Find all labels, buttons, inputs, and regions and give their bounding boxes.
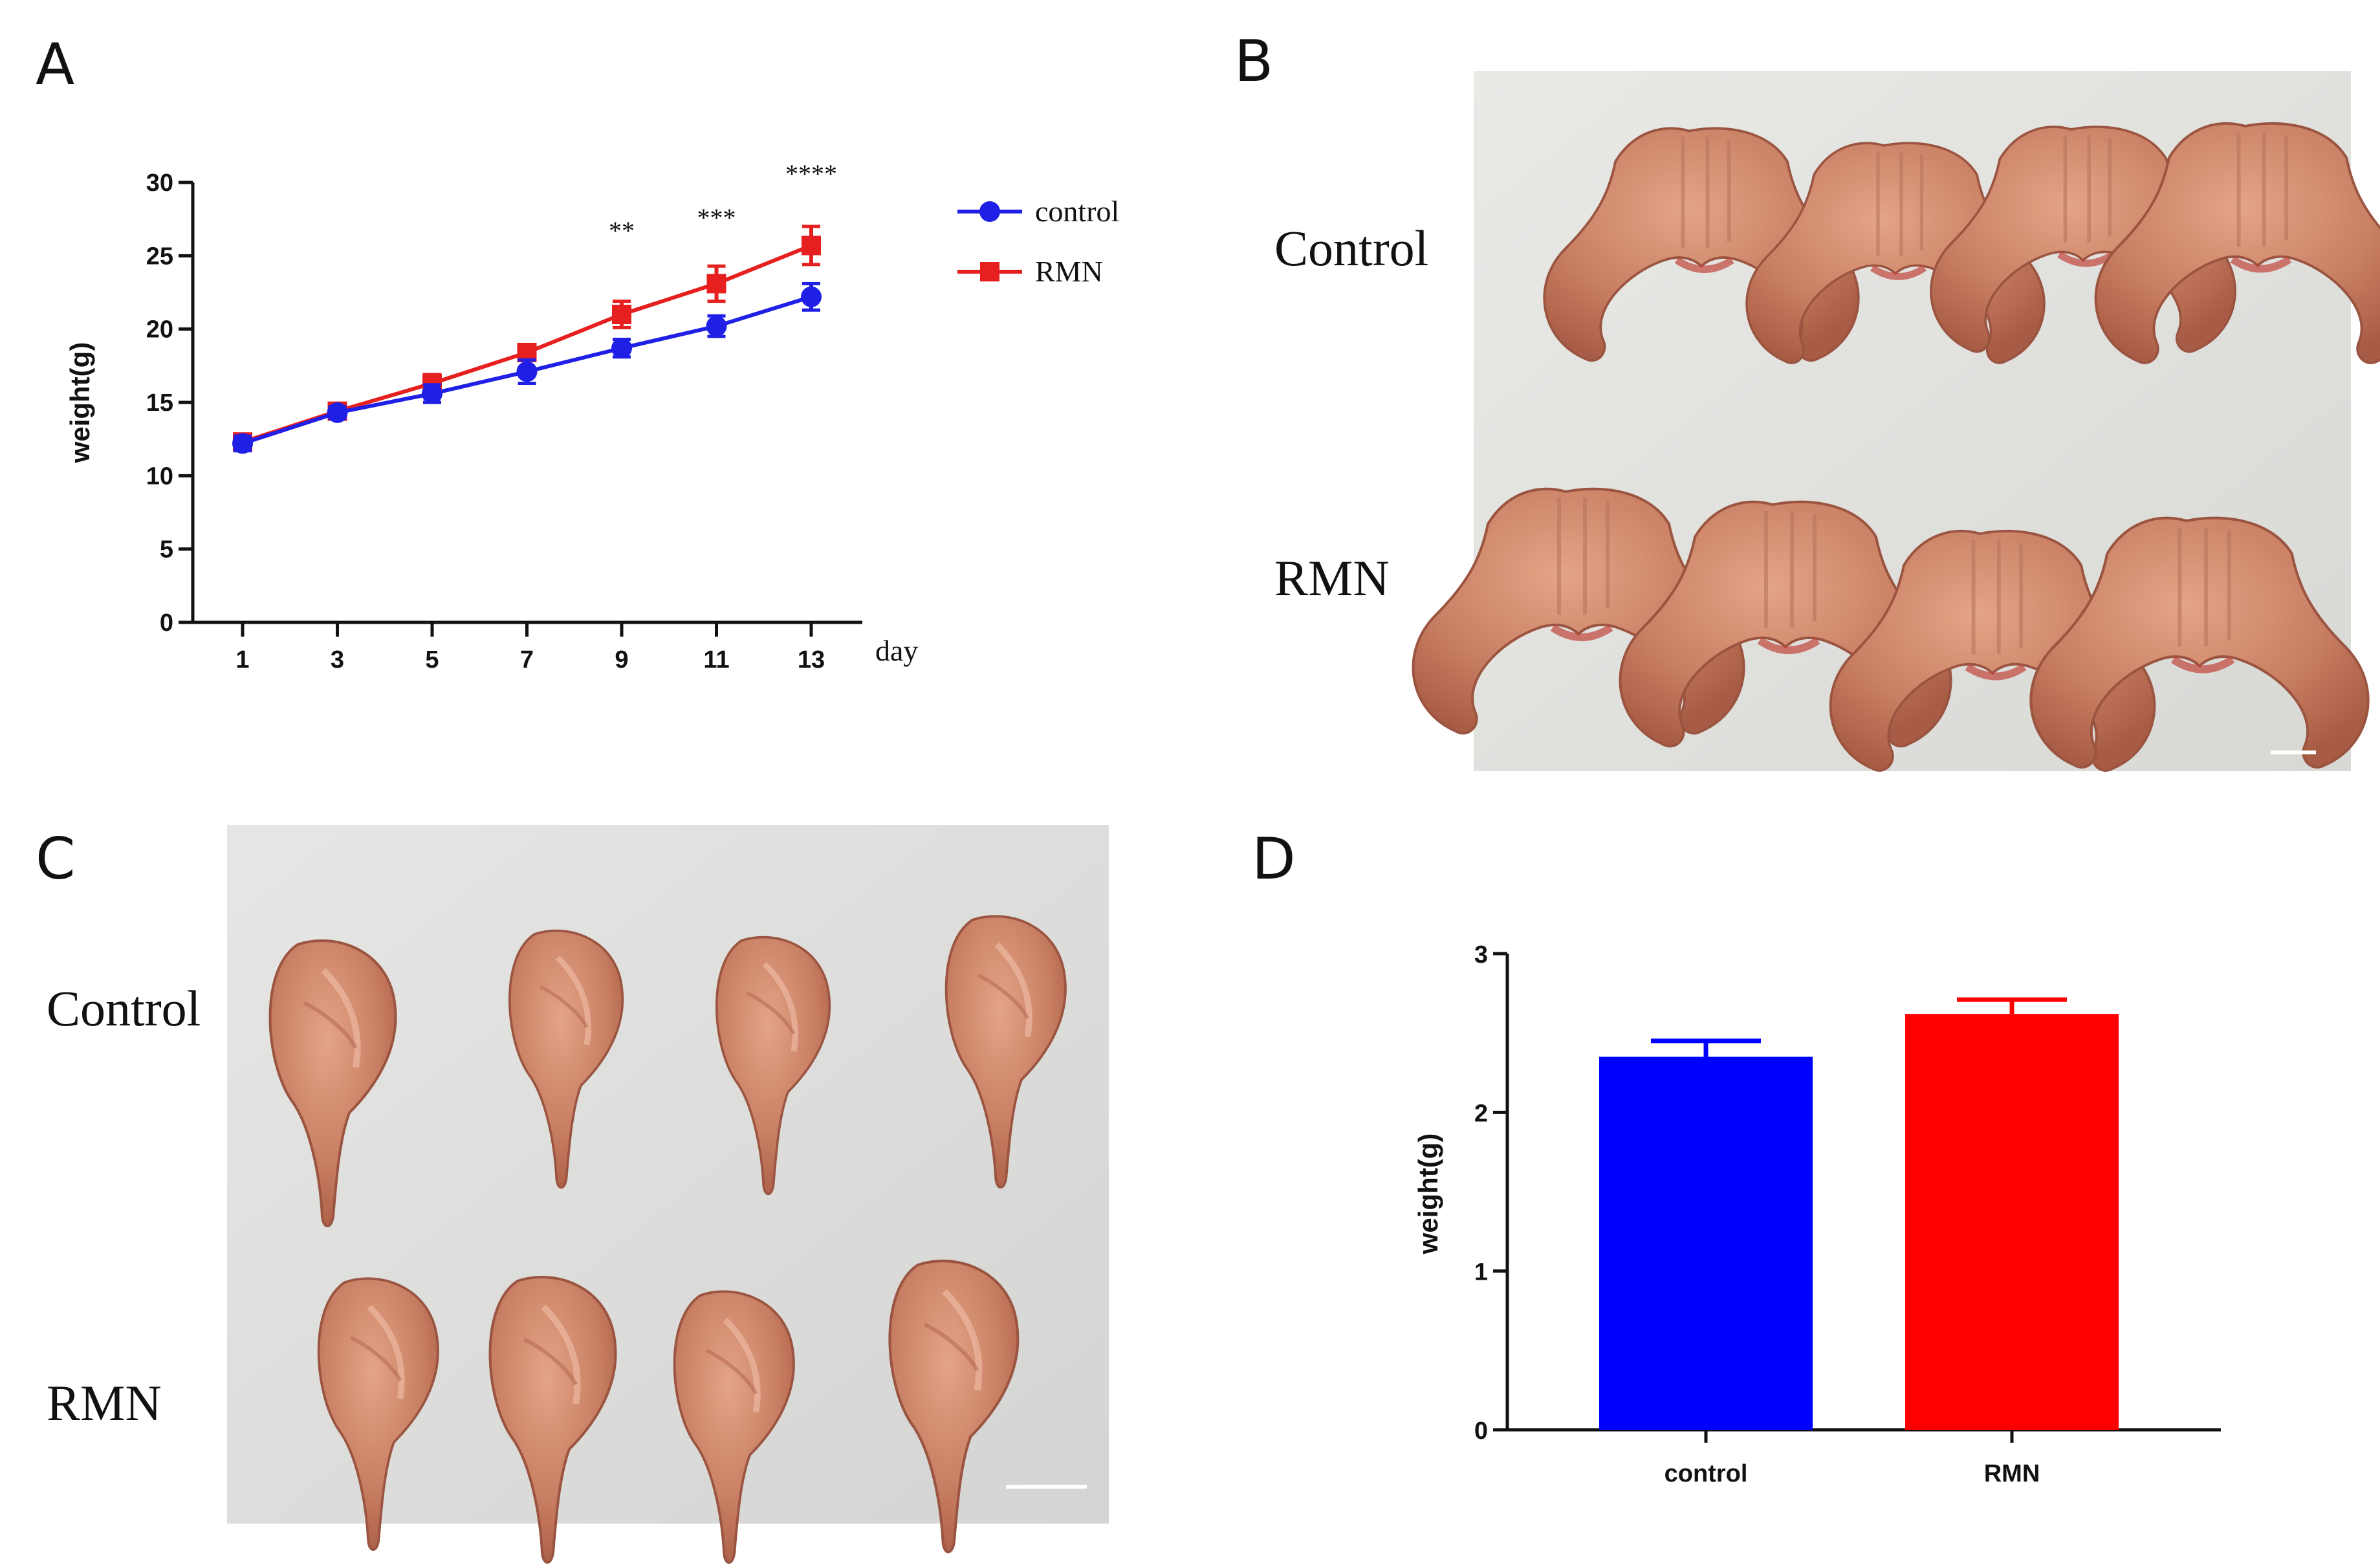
data-point-control bbox=[232, 433, 253, 454]
x-tick-label: 1 bbox=[235, 646, 249, 673]
data-point-rmn bbox=[706, 274, 726, 294]
x-tick-label: RMN bbox=[1984, 1460, 2040, 1487]
x-tick-label: control bbox=[1665, 1460, 1748, 1487]
legend: control RMN bbox=[957, 195, 1119, 288]
x-tick-label: 7 bbox=[520, 646, 534, 673]
x-tick-label: 13 bbox=[798, 646, 825, 673]
y-tick-label: 15 bbox=[146, 389, 173, 417]
y-tick-label: 30 bbox=[146, 170, 173, 197]
bar-control bbox=[1599, 1056, 1813, 1430]
x-tick-label: 9 bbox=[615, 646, 628, 673]
y-tick-label: 0 bbox=[1474, 1417, 1488, 1445]
data-point-control bbox=[422, 383, 442, 404]
legend-label: control bbox=[1035, 195, 1119, 228]
photo-panel-c bbox=[227, 825, 1109, 1562]
bar-chart-weight: 0 1 2 3 control RMN weight(g) bbox=[1413, 941, 2221, 1487]
panel-letter-b: B bbox=[1234, 28, 1273, 94]
legend-marker bbox=[979, 201, 1000, 222]
y-tick-label: 0 bbox=[160, 609, 173, 637]
data-point-rmn bbox=[612, 305, 631, 324]
x-tick-label: 11 bbox=[703, 646, 729, 673]
bar-rmn bbox=[1905, 1014, 2119, 1430]
data-point-control bbox=[327, 402, 348, 423]
data-point-control bbox=[611, 338, 632, 359]
panel-letter-d: D bbox=[1252, 826, 1296, 892]
x-axis-label: day bbox=[875, 634, 918, 667]
significance-marker: *** bbox=[697, 203, 736, 232]
data-point-rmn bbox=[802, 235, 821, 256]
photo-panel-b bbox=[1413, 71, 2380, 771]
row-label-control-c: Control bbox=[47, 980, 201, 1036]
y-tick-label: 20 bbox=[146, 316, 173, 344]
data-point-control bbox=[801, 286, 822, 307]
legend-label: RMN bbox=[1035, 255, 1103, 288]
y-tick-label: 5 bbox=[160, 536, 173, 564]
row-label-rmn-c: RMN bbox=[47, 1375, 162, 1431]
significance-marker: ** bbox=[609, 216, 635, 245]
significance-marker: **** bbox=[785, 159, 837, 188]
panel-letter-c: C bbox=[36, 826, 75, 892]
data-point-control bbox=[706, 316, 727, 337]
row-label-rmn-b: RMN bbox=[1274, 550, 1390, 606]
y-tick-label: 2 bbox=[1474, 1100, 1488, 1127]
row-label-control-b: Control bbox=[1274, 220, 1428, 276]
panel-letter-a: A bbox=[36, 31, 74, 98]
y-tick-label: 1 bbox=[1474, 1259, 1488, 1286]
data-point-control bbox=[516, 361, 538, 382]
y-tick-label: 25 bbox=[146, 243, 173, 270]
x-tick-label: 5 bbox=[425, 646, 439, 673]
y-tick-label: 3 bbox=[1474, 941, 1488, 969]
y-tick-label: 10 bbox=[146, 463, 173, 490]
y-axis-label: weight(g) bbox=[65, 342, 95, 464]
y-axis-label: weight(g) bbox=[1413, 1133, 1443, 1255]
legend-marker bbox=[980, 262, 999, 281]
x-tick-label: 3 bbox=[331, 646, 344, 673]
